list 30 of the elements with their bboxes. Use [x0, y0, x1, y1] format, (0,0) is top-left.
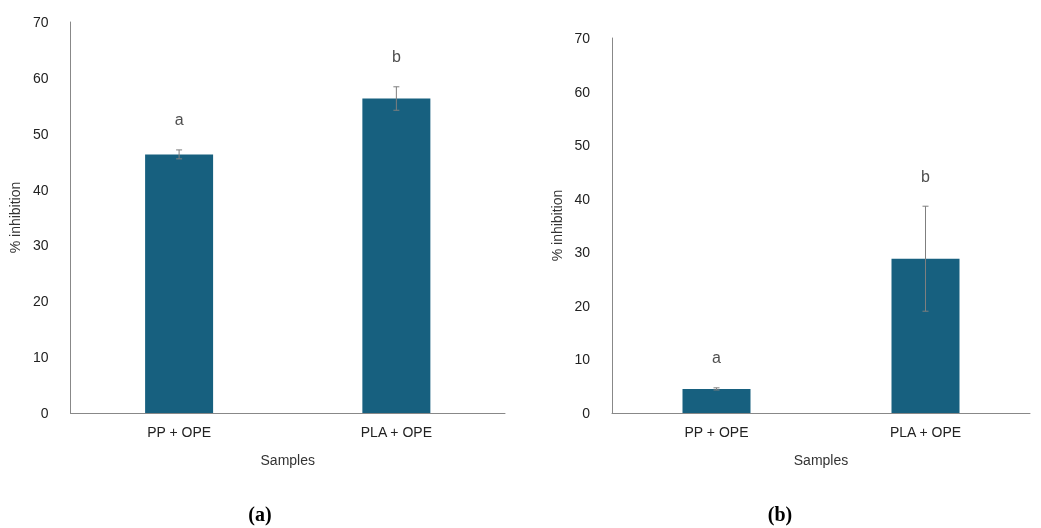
y-tick-label: 20 — [574, 297, 591, 314]
y-axis-title: % inhibition — [548, 189, 565, 262]
x-axis-title: Samples — [260, 452, 315, 468]
y-tick-label: 20 — [32, 293, 49, 310]
y-axis-title: % inhibition — [7, 181, 23, 254]
text: (a) — [248, 503, 272, 526]
y-tick-label: 40 — [574, 190, 591, 207]
x-tick-label: PP + OPE — [147, 424, 212, 440]
annotation: b — [391, 48, 401, 66]
y-tick-label: 70 — [574, 30, 591, 46]
y-tick-label: 60 — [574, 83, 591, 100]
y-tick-label: 0 — [40, 405, 49, 421]
x-tick-label: PLA + OPE — [889, 424, 962, 440]
annotation: a — [174, 111, 184, 129]
y-tick-label: 50 — [574, 137, 591, 154]
x-axis-title: Samples — [793, 452, 849, 468]
y-tick-label: 60 — [32, 69, 49, 86]
y-tick-label: 30 — [574, 244, 591, 261]
y-tick-label: 70 — [32, 14, 49, 30]
y-tick-label: 10 — [574, 351, 591, 368]
annotation: a — [712, 349, 722, 367]
text: (b) — [767, 503, 793, 526]
y-tick-label: 10 — [32, 349, 49, 366]
y-tick-label: 50 — [32, 125, 49, 142]
y-tick-label: 40 — [32, 181, 49, 198]
x-tick-label: PLA + OPE — [360, 424, 432, 440]
y-tick-label: 0 — [582, 405, 591, 421]
y-tick-label: 30 — [32, 237, 49, 254]
annotation: b — [921, 167, 931, 185]
x-tick-label: PP + OPE — [684, 424, 749, 440]
